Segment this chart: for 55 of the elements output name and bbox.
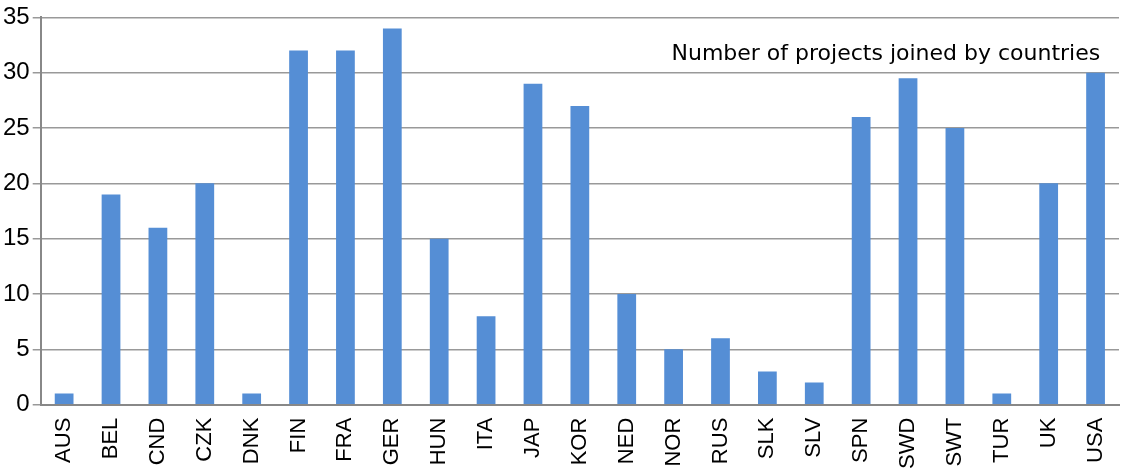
y-tick-label: 25	[2, 112, 30, 140]
y-tick-label: 35	[2, 2, 30, 30]
bar	[898, 78, 918, 404]
x-tick-label: BEL	[97, 417, 123, 460]
x-tick-label: SWT	[940, 417, 966, 467]
bar	[758, 371, 777, 404]
bar	[945, 128, 965, 404]
bar	[1039, 183, 1059, 404]
bar	[429, 238, 449, 404]
x-tick-label: NED	[612, 417, 638, 465]
x-tick-label: HUN	[425, 417, 451, 466]
bar	[148, 227, 168, 404]
x-tick-label: CZK	[190, 417, 216, 462]
y-tick-label: 15	[2, 223, 30, 251]
y-tick-label: 10	[2, 278, 30, 306]
bar	[617, 294, 637, 404]
x-tick-label: CND	[143, 417, 169, 466]
y-tick-label: 30	[2, 57, 30, 85]
bar	[195, 183, 215, 404]
bar	[851, 116, 871, 404]
x-tick-label: SLK	[753, 417, 779, 460]
bar	[54, 393, 74, 404]
x-tick-label: RUS	[706, 417, 732, 465]
x-tick-label: FIN	[284, 417, 310, 454]
y-tick-label: 0	[16, 389, 30, 417]
bar	[1086, 72, 1105, 404]
bar	[664, 349, 683, 404]
bar	[242, 393, 262, 404]
y-tick-label: 20	[2, 168, 30, 195]
bar	[476, 316, 496, 404]
x-tick-label: JAP	[519, 417, 545, 459]
bar	[523, 83, 543, 404]
y-tick-label: 5	[16, 333, 30, 361]
x-tick-label: SWD	[894, 417, 920, 469]
bar	[570, 105, 590, 404]
x-tick-label: UK	[1034, 417, 1060, 449]
x-tick-label: SPN	[847, 417, 873, 463]
bar	[804, 382, 824, 404]
bar	[336, 50, 355, 404]
text: Number of projects joined by countries	[671, 40, 1101, 66]
x-tick-label: SLV	[800, 417, 826, 458]
x-tick-label: USA	[1081, 417, 1107, 463]
x-tick-label: AUS	[50, 417, 76, 463]
bar	[382, 28, 402, 404]
bar	[289, 50, 308, 404]
x-tick-label: FRA	[331, 417, 357, 462]
bar	[711, 338, 730, 404]
x-tick-label: NOR	[659, 417, 685, 467]
x-tick-label: GER	[378, 417, 404, 466]
bar	[992, 393, 1012, 404]
bar	[101, 194, 121, 404]
x-tick-label: TUR	[987, 417, 1013, 463]
x-tick-label: ITA	[472, 417, 498, 451]
x-tick-label: KOR	[565, 417, 591, 466]
x-tick-label: DNK	[237, 417, 263, 465]
